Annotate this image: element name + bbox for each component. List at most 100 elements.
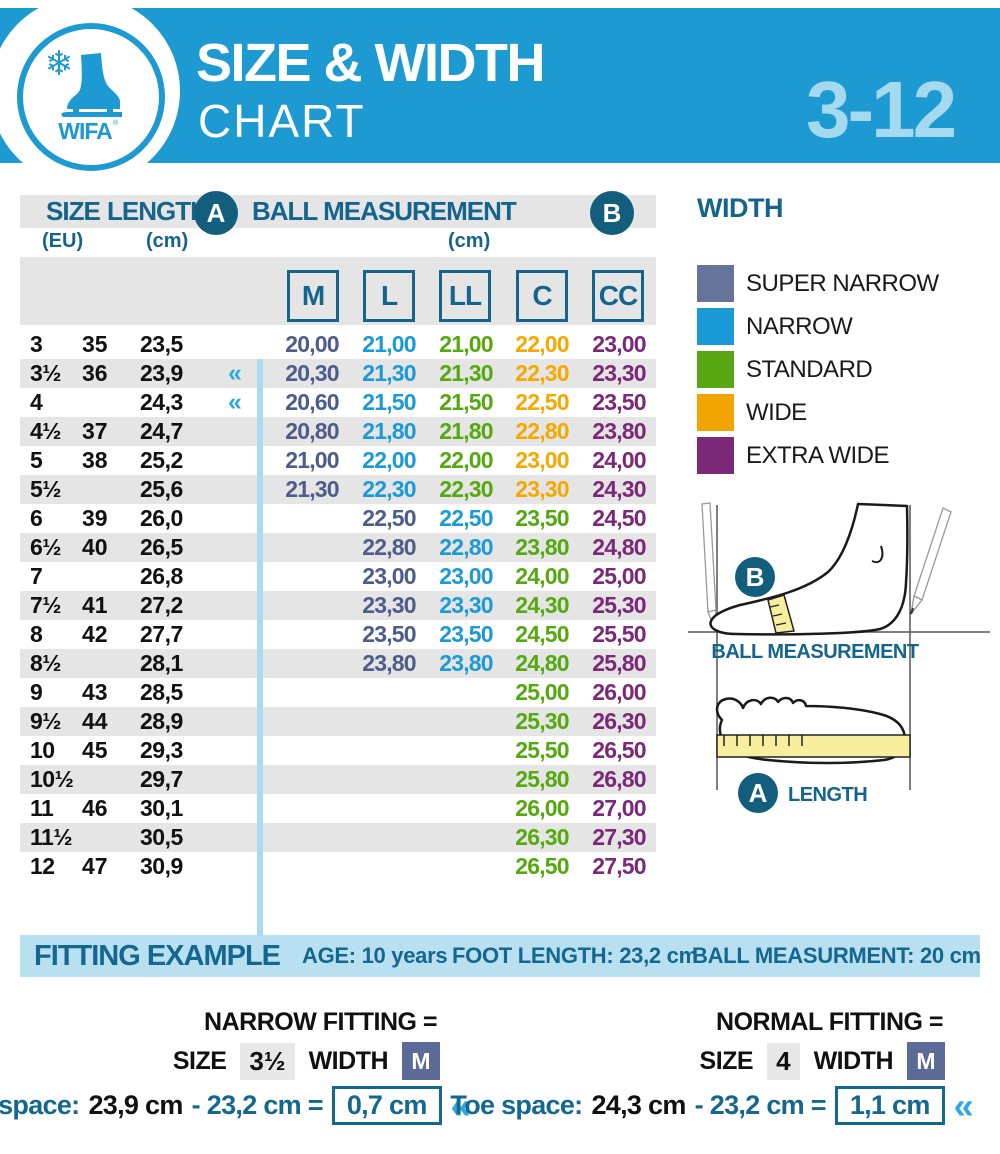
cell-length: 29,3 — [140, 737, 183, 763]
logo-background: ❄ WIFA ® — [0, 0, 180, 186]
table-row: 10½ 29,7 25,80 26,80 — [20, 765, 656, 794]
cell-ball-measurement: 22,30 — [362, 476, 416, 502]
chevron-left-icon: « — [450, 1084, 471, 1126]
cell-eu: 38 — [82, 447, 108, 473]
cell-size: 4½ — [30, 418, 61, 444]
ball-measurement-label: BALL MEASUREMENT — [711, 641, 918, 663]
cell-ball-measurement: 22,50 — [362, 505, 416, 531]
cell-length: 25,6 — [140, 476, 183, 502]
cell-length: 26,5 — [140, 534, 183, 560]
cell-size: 8½ — [30, 650, 61, 676]
cell-ball-measurement: 25,00 — [592, 563, 646, 589]
toe-space-label: Toe space: — [0, 1090, 80, 1120]
pencil-left-icon — [701, 502, 717, 629]
width-word: WIDTH — [813, 1046, 894, 1075]
registered-mark: ® — [113, 119, 119, 127]
cell-size: 5 — [30, 447, 43, 473]
cell-length: 24,3 — [140, 389, 183, 415]
cell-size: 6½ — [30, 534, 61, 560]
toe-space-result: 0,7 cm — [331, 1086, 442, 1125]
cell-size: 8 — [30, 621, 43, 647]
cell-ball-measurement: 24,80 — [515, 650, 569, 676]
cell-length: 26,0 — [140, 505, 183, 531]
fitting-arrow-icon: « — [228, 388, 242, 416]
size-range: 3-12 — [806, 65, 957, 154]
cell-length: 30,9 — [140, 853, 183, 879]
cell-eu: 35 — [82, 331, 108, 357]
normal-width-value: M — [907, 1042, 945, 1080]
cell-length: 30,1 — [140, 795, 183, 821]
cell-size: 9 — [30, 679, 43, 705]
fitting-arrow-icon: « — [228, 359, 242, 387]
table-row: 3½ 36 23,9 « 20,30 21,30 21,30 22,30 23,30 — [20, 359, 656, 388]
legend-swatch — [697, 308, 734, 345]
skate-stanchion — [73, 109, 79, 114]
legend-swatch — [697, 265, 734, 302]
table-row: 11 46 30,1 26,00 27,00 — [20, 794, 656, 823]
cell-length: 28,5 — [140, 679, 183, 705]
col-header-length: LENGTH — [107, 196, 209, 226]
table-row: 6 39 26,0 22,50 22,50 23,50 24,50 — [20, 504, 656, 533]
table-row: 4 24,3 « 20,60 21,50 21,50 22,50 23,50 — [20, 388, 656, 417]
width-legend: SUPER NARROW NARROW STANDARD WIDE EXTRA WIDE — [697, 265, 939, 480]
skate-stanchion — [107, 109, 113, 114]
cell-ball-measurement: 24,00 — [515, 563, 569, 589]
cell-length: 28,9 — [140, 708, 183, 734]
cell-ball-measurement: 23,00 — [362, 563, 416, 589]
diagram-badge-b-label: B — [746, 562, 765, 592]
cell-ball-measurement: 24,00 — [592, 447, 646, 473]
cell-ball-measurement: 23,80 — [362, 650, 416, 676]
cell-eu: 39 — [82, 505, 108, 531]
cell-length: 26,8 — [140, 563, 183, 589]
toe-space-size-length: 23,9 cm — [88, 1090, 183, 1120]
legend-label: STANDARD — [746, 355, 873, 383]
cell-length: 29,7 — [140, 766, 183, 792]
width-col-c: C — [516, 270, 568, 322]
header-band: SIZE & WIDTH CHART 3-12 ❄ WIFA ® — [0, 0, 1000, 186]
cell-size: 7 — [30, 563, 43, 589]
cell-ball-measurement: 23,80 — [515, 534, 569, 560]
cell-eu: 43 — [82, 679, 108, 705]
table-row: 8 42 27,7 23,50 23,50 24,50 25,50 — [20, 620, 656, 649]
width-col-ll: LL — [439, 270, 491, 322]
legend-label: WIDE — [746, 398, 807, 426]
cell-size: 6 — [30, 505, 43, 531]
cell-ball-measurement: 21,00 — [285, 447, 339, 473]
cell-size: 12 — [30, 853, 55, 879]
table-row: 8½ 28,1 23,80 23,80 24,80 25,80 — [20, 649, 656, 678]
narrow-width-value: M — [402, 1042, 440, 1080]
age-label: AGE: — [302, 943, 356, 968]
legend-item: EXTRA WIDE — [697, 437, 939, 474]
cell-size: 3 — [30, 331, 43, 357]
table-header-band — [20, 195, 656, 228]
cell-ball-measurement: 21,00 — [439, 331, 493, 357]
table-row: 9 43 28,5 25,00 26,00 — [20, 678, 656, 707]
badge-b: B — [590, 191, 634, 235]
cell-ball-measurement: 23,50 — [362, 621, 416, 647]
cell-ball-measurement: 25,30 — [515, 708, 569, 734]
ball-tape-icon — [767, 594, 795, 634]
legend-item: STANDARD — [697, 351, 939, 388]
cell-ball-measurement: 22,80 — [515, 418, 569, 444]
cell-ball-measurement: 24,80 — [592, 534, 646, 560]
legend-swatch — [697, 437, 734, 474]
table-row: 11½ 30,5 26,30 27,30 — [20, 823, 656, 852]
fitting-foot-length: FOOT LENGTH: 23,2 cm — [452, 935, 698, 977]
unit-eu: (EU) — [42, 230, 84, 252]
cell-ball-measurement: 22,00 — [515, 331, 569, 357]
fitting-example-title: FITTING EXAMPLE — [34, 940, 281, 972]
width-col-l: L — [363, 270, 415, 322]
cell-length: 24,7 — [140, 418, 183, 444]
cell-ball-measurement: 21,50 — [439, 389, 493, 415]
chevron-left-icon: « — [953, 1084, 974, 1126]
table-row: 5½ 25,6 21,30 22,30 22,30 23,30 24,30 — [20, 475, 656, 504]
legend-label: EXTRA WIDE — [746, 441, 890, 469]
toe-space-subtraction: - 23,2 cm = — [191, 1090, 324, 1120]
legend-swatch — [697, 351, 734, 388]
cell-ball-measurement: 23,30 — [439, 592, 493, 618]
cell-ball-measurement: 24,50 — [592, 505, 646, 531]
normal-toe-space-row: Toe space: 24,3 cm - 23,2 cm = 1,1 cm « — [450, 1084, 974, 1126]
ball-label: BALL MEASURMENT: — [692, 943, 915, 968]
cell-ball-measurement: 26,30 — [592, 708, 646, 734]
